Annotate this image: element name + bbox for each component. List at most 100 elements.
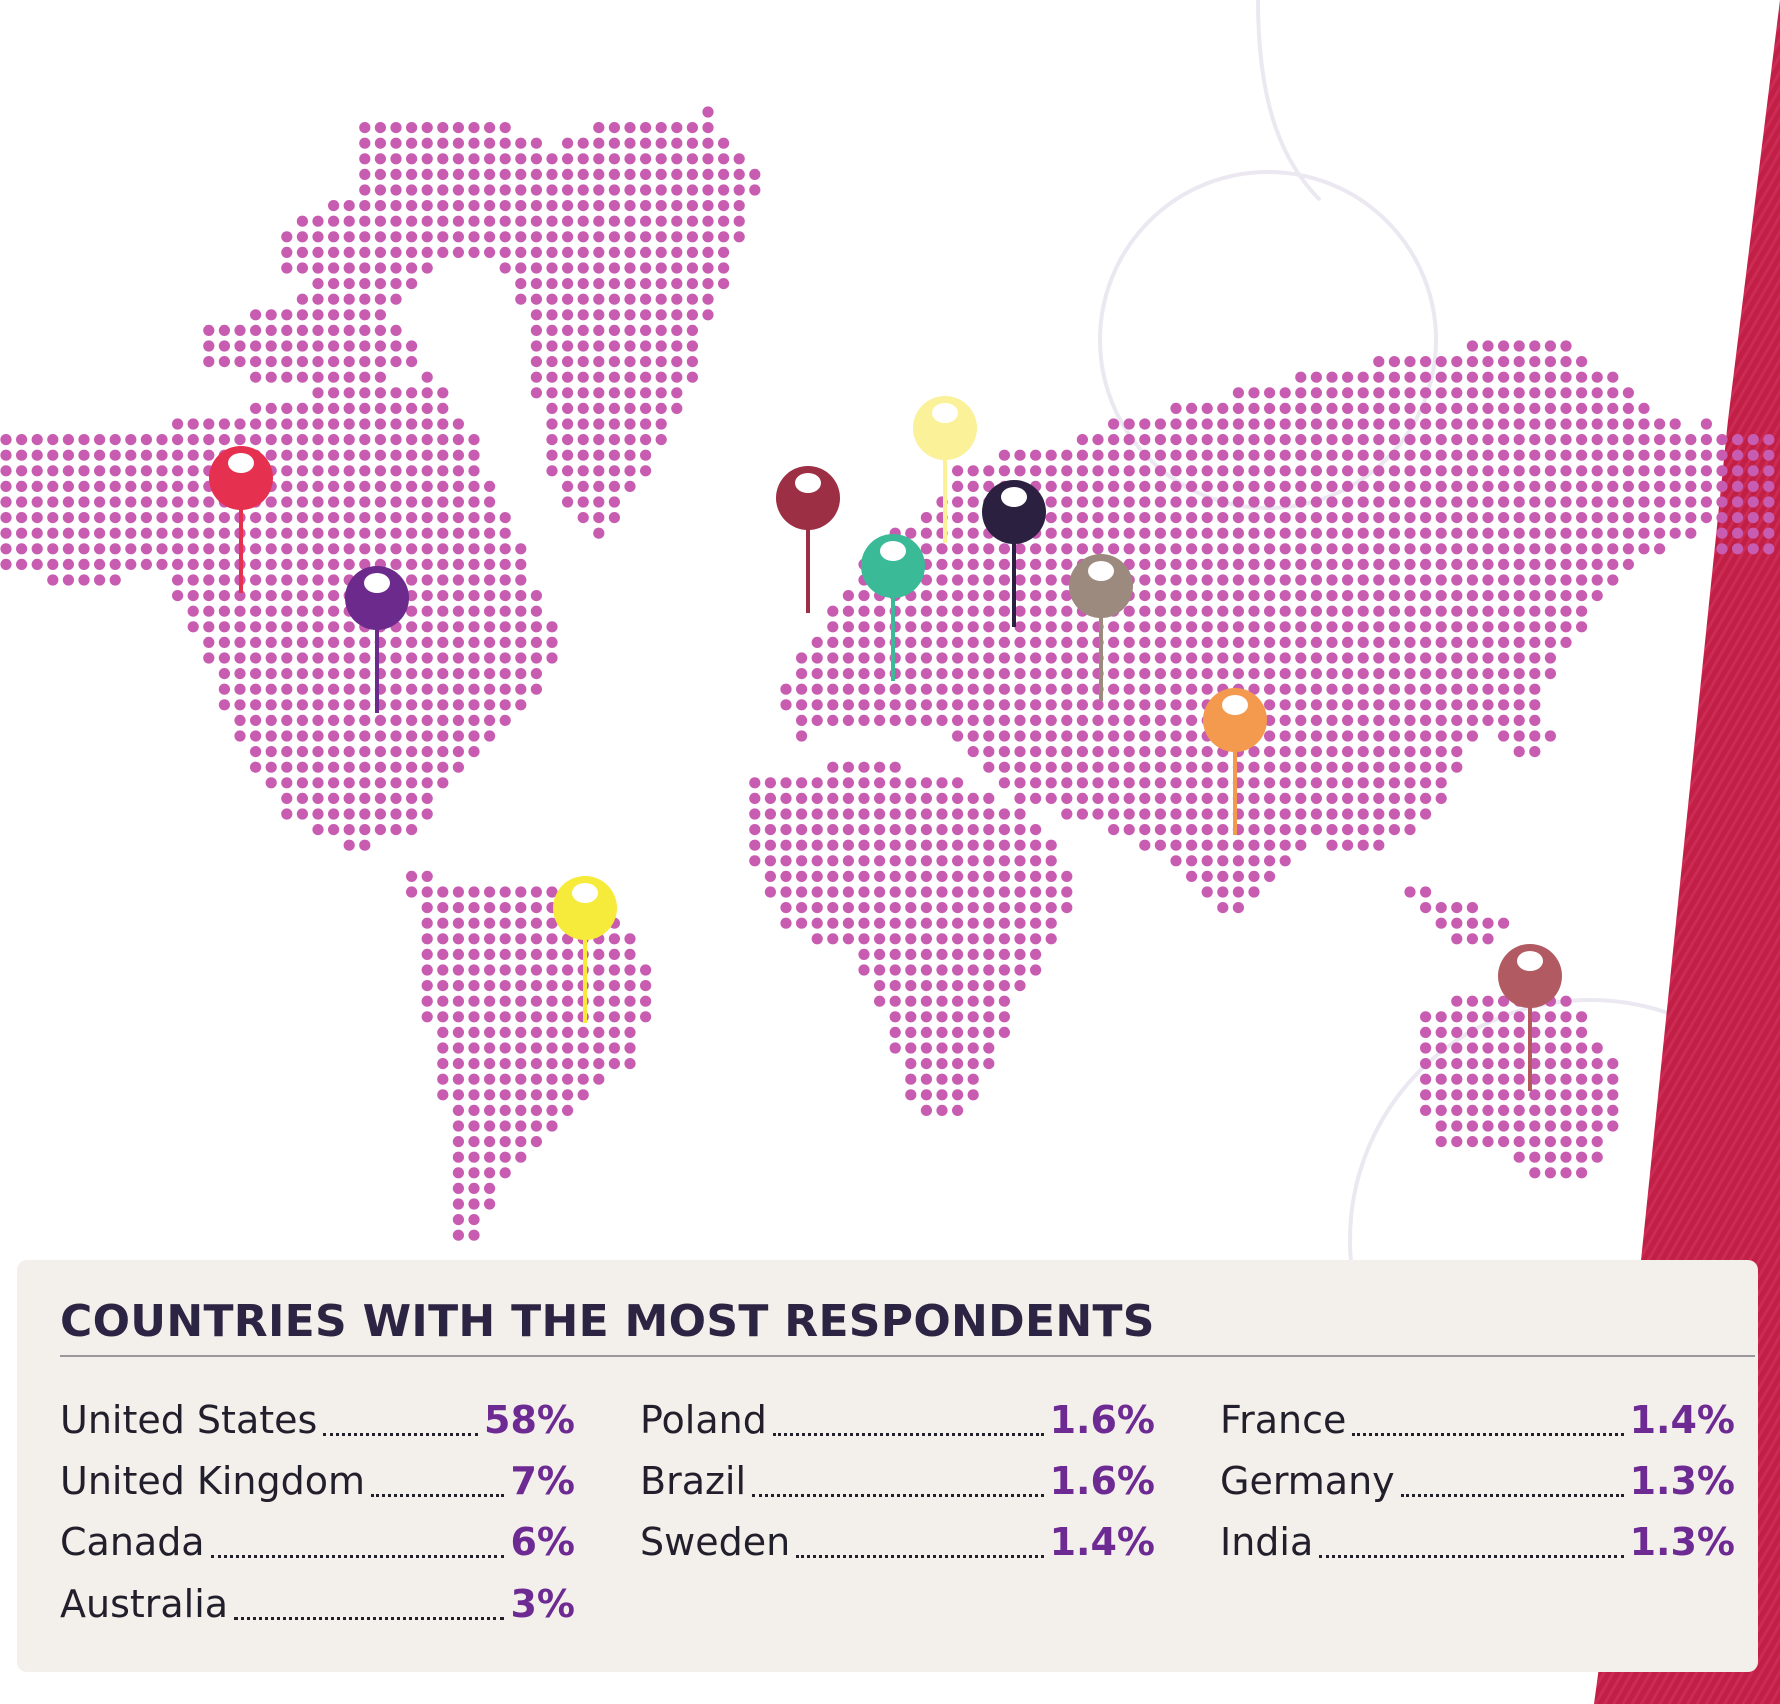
map-dot: [1154, 636, 1166, 649]
map-dot: [608, 356, 621, 368]
map-dot: [983, 699, 995, 711]
legend-row: Sweden 1.4%: [640, 1520, 1155, 1570]
map-dot: [468, 995, 480, 1007]
map-dot: [1279, 402, 1291, 414]
map-dot: [1482, 1026, 1494, 1038]
map-dot: [577, 449, 589, 461]
map-dot: [952, 917, 964, 929]
map-dot: [686, 122, 699, 134]
map-dot: [390, 246, 402, 258]
map-dot: [421, 964, 433, 976]
map-dot: [203, 511, 215, 524]
map-dot: [281, 262, 293, 274]
map-dot: [905, 792, 917, 805]
map-dot: [1123, 418, 1135, 430]
map-dot: [874, 839, 886, 851]
map-dot: [1420, 886, 1432, 898]
map-dot: [140, 480, 152, 492]
map-dot: [343, 746, 355, 758]
map-dot: [1326, 761, 1338, 773]
map-dot: [530, 1042, 543, 1054]
map-dot: [1170, 855, 1182, 867]
map-dot: [530, 636, 543, 649]
map-dot: [1076, 527, 1088, 539]
map-dot: [640, 340, 652, 352]
map-dot: [1466, 1136, 1478, 1148]
map-dot: [203, 340, 215, 352]
map-dot: [1295, 824, 1307, 836]
map-dot: [1170, 605, 1182, 617]
map-dot: [1451, 902, 1463, 914]
map-dot: [390, 356, 402, 368]
map-dot: [437, 699, 449, 711]
map-dot: [468, 730, 480, 742]
map-dot: [1123, 496, 1135, 508]
country-percent: 1.4%: [1049, 1520, 1155, 1564]
map-dot: [109, 574, 121, 586]
map-dot: [484, 1120, 496, 1132]
map-dot: [796, 902, 808, 914]
map-dot: [1326, 746, 1338, 758]
map-dot: [234, 324, 246, 336]
map-dot: [1529, 1120, 1541, 1132]
map-dot: [218, 356, 230, 368]
map-dot: [920, 1073, 933, 1085]
map-dot: [858, 886, 870, 898]
map-dot: [1435, 418, 1447, 430]
map-dot: [343, 496, 355, 508]
map-dot: [1607, 371, 1619, 383]
map-dot: [1544, 652, 1556, 664]
map-dot: [140, 449, 152, 461]
map-dot: [842, 902, 855, 914]
map-dot: [296, 558, 308, 571]
map-dot: [1513, 340, 1525, 352]
map-dot: [920, 886, 933, 898]
map-dot: [1544, 590, 1556, 602]
map-dot: [983, 746, 995, 758]
map-dot: [1186, 652, 1198, 664]
map-dot: [905, 808, 917, 820]
map-dot: [920, 668, 933, 680]
map-dot: [1310, 808, 1322, 820]
map-dot: [546, 309, 558, 321]
map-dot: [515, 621, 527, 633]
map-dot: [1123, 683, 1135, 695]
map-dot: [1420, 511, 1432, 524]
map-dot: [546, 153, 558, 165]
map-dot: [1466, 543, 1478, 555]
map-dot: [390, 636, 402, 649]
map-dot: [1310, 434, 1322, 446]
map-dot: [562, 371, 574, 383]
map-dot: [1576, 1120, 1588, 1132]
map-dot: [1420, 402, 1432, 414]
map-dot: [1217, 558, 1229, 571]
map-dot: [1217, 480, 1229, 492]
map-dot: [889, 855, 901, 867]
map-dot: [452, 668, 464, 680]
map-dot: [1030, 683, 1042, 695]
map-dot: [998, 855, 1011, 867]
map-dot: [889, 902, 901, 914]
map-dot: [203, 621, 215, 633]
map-dot: [484, 231, 496, 243]
map-dot: [265, 777, 277, 789]
map-dot: [1498, 699, 1510, 711]
map-dot: [920, 964, 933, 976]
map-dot: [1388, 746, 1400, 758]
map-dot: [1154, 808, 1166, 820]
map-dot: [952, 1104, 964, 1116]
map-dot: [265, 636, 277, 649]
map-dot: [1560, 1104, 1572, 1116]
map-dot: [1513, 1151, 1525, 1163]
map-dot: [593, 980, 605, 992]
map-dot: [1529, 402, 1541, 414]
map-dot: [312, 621, 324, 633]
map-dot: [671, 184, 683, 196]
map-dot: [936, 558, 948, 571]
map-dot: [1295, 652, 1307, 664]
map-dot: [1217, 621, 1229, 633]
map-dot: [31, 465, 43, 477]
map-dot: [468, 215, 480, 227]
map-dot: [1576, 1089, 1588, 1101]
map-dot: [437, 434, 449, 446]
